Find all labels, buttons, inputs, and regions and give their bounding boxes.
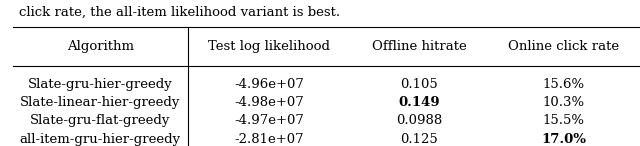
Text: 0.149: 0.149	[399, 96, 440, 109]
Text: 0.105: 0.105	[401, 78, 438, 91]
Text: click rate, the all-item likelihood variant is best.: click rate, the all-item likelihood vari…	[19, 5, 340, 18]
Text: -4.97e+07: -4.97e+07	[234, 114, 304, 127]
Text: 0.0988: 0.0988	[396, 114, 443, 127]
Text: Online click rate: Online click rate	[508, 40, 619, 53]
Text: 0.125: 0.125	[401, 133, 438, 146]
Text: -2.81e+07: -2.81e+07	[234, 133, 304, 146]
Text: Offline hitrate: Offline hitrate	[372, 40, 467, 53]
Text: 17.0%: 17.0%	[541, 133, 586, 146]
Text: 10.3%: 10.3%	[543, 96, 584, 109]
Text: Algorithm: Algorithm	[67, 40, 134, 53]
Text: Test log likelihood: Test log likelihood	[208, 40, 330, 53]
Text: Slate-gru-hier-greedy: Slate-gru-hier-greedy	[28, 78, 173, 91]
Text: Slate-gru-flat-greedy: Slate-gru-flat-greedy	[30, 114, 170, 127]
Text: all-item-gru-hier-greedy: all-item-gru-hier-greedy	[20, 133, 180, 146]
Text: Slate-linear-hier-greedy: Slate-linear-hier-greedy	[20, 96, 180, 109]
Text: 15.5%: 15.5%	[543, 114, 584, 127]
Text: -4.96e+07: -4.96e+07	[234, 78, 304, 91]
Text: -4.98e+07: -4.98e+07	[234, 96, 304, 109]
Text: 15.6%: 15.6%	[543, 78, 584, 91]
